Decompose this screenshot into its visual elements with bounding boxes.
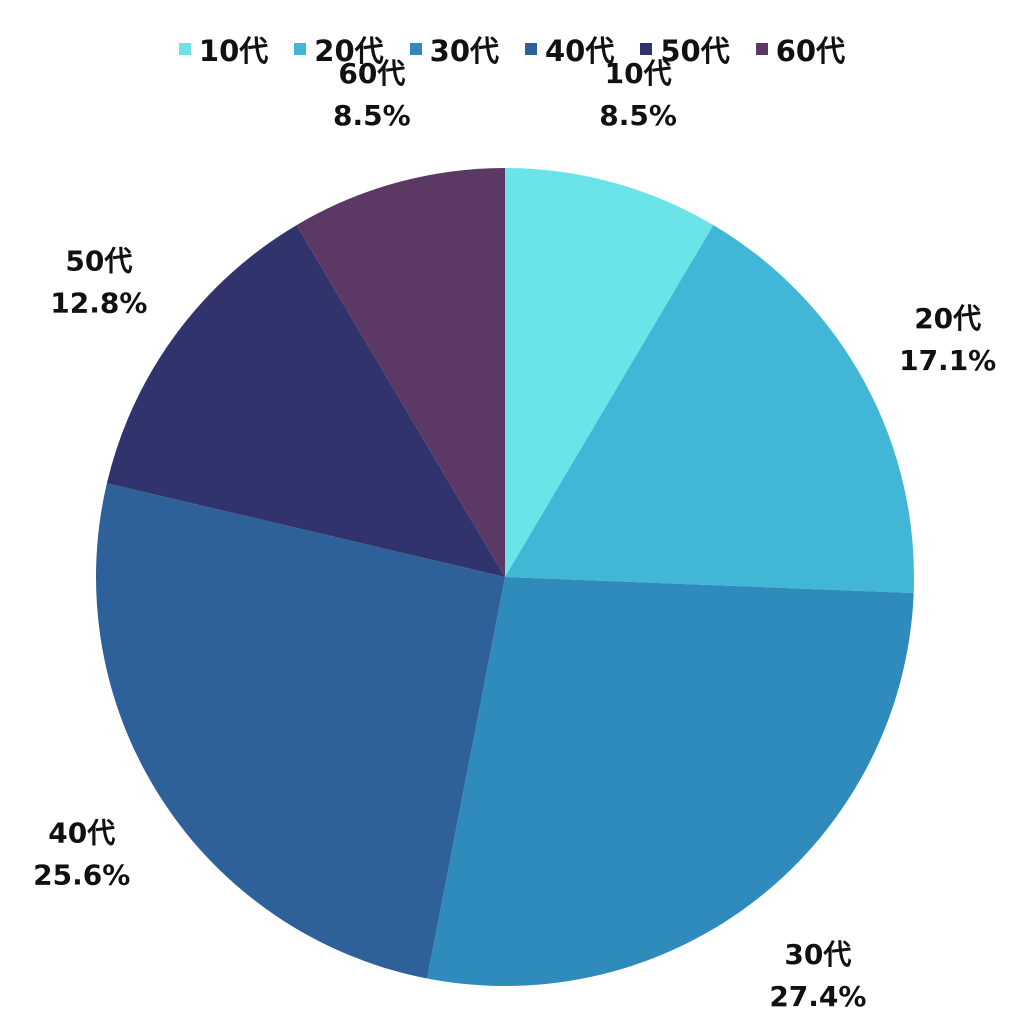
legend-label: 30代 bbox=[429, 34, 499, 68]
legend-swatch bbox=[178, 43, 191, 55]
pie-slice-2 bbox=[505, 225, 914, 594]
slice-label-4: 40代 25.6% bbox=[33, 817, 130, 892]
legend-label: 60代 bbox=[775, 34, 846, 68]
slice-category-label: 40代 bbox=[48, 817, 115, 850]
slice-value-label: 27.4% bbox=[769, 980, 866, 1013]
pie-slice-1 bbox=[505, 168, 714, 577]
legend-item-6: 60代 bbox=[755, 28, 846, 70]
slice-value-label: 17.1% bbox=[899, 344, 996, 377]
pie-slice-6 bbox=[296, 168, 505, 577]
slice-label-3: 30代 27.4% bbox=[769, 938, 866, 1013]
slice-value-label: 8.5% bbox=[333, 99, 411, 132]
slice-label-6: 60代 8.5% bbox=[333, 57, 411, 132]
legend-swatch bbox=[525, 43, 537, 55]
legend-item-1: 10代 bbox=[178, 28, 269, 70]
slice-value-label: 8.5% bbox=[599, 99, 677, 132]
slice-label-2: 20代 17.1% bbox=[899, 302, 996, 377]
pie-slice-4 bbox=[95, 483, 505, 979]
legend-label: 50代 bbox=[660, 34, 730, 68]
legend-swatch bbox=[755, 43, 768, 55]
legend-item-4: 40代 bbox=[525, 28, 614, 70]
chart-legend: 10代 20代 30代 40代 50代 60代 bbox=[0, 28, 1024, 70]
slice-category-label: 30代 bbox=[784, 938, 851, 971]
slice-category-label: 10代 bbox=[605, 57, 672, 90]
slice-value-label: 25.6% bbox=[33, 859, 130, 892]
slice-category-label: 60代 bbox=[338, 57, 405, 90]
legend-label: 40代 bbox=[545, 34, 615, 68]
legend-label: 10代 bbox=[198, 34, 269, 68]
legend-swatch bbox=[640, 43, 653, 55]
legend-label: 20代 bbox=[314, 34, 384, 68]
legend-item-5: 50代 bbox=[640, 28, 730, 70]
pie-slice-5 bbox=[106, 225, 505, 577]
slice-category-label: 20代 bbox=[914, 302, 981, 335]
legend-swatch bbox=[294, 43, 307, 55]
slice-value-label: 12.8% bbox=[50, 287, 147, 320]
slice-category-label: 50代 bbox=[65, 245, 132, 278]
legend-item-3: 30代 bbox=[409, 28, 499, 70]
slice-label-5: 50代 12.8% bbox=[50, 245, 147, 320]
legend-swatch bbox=[409, 43, 422, 55]
slice-label-1: 10代 8.5% bbox=[599, 57, 677, 132]
pie-slice-3 bbox=[427, 577, 914, 986]
legend-item-2: 20代 bbox=[294, 28, 384, 70]
